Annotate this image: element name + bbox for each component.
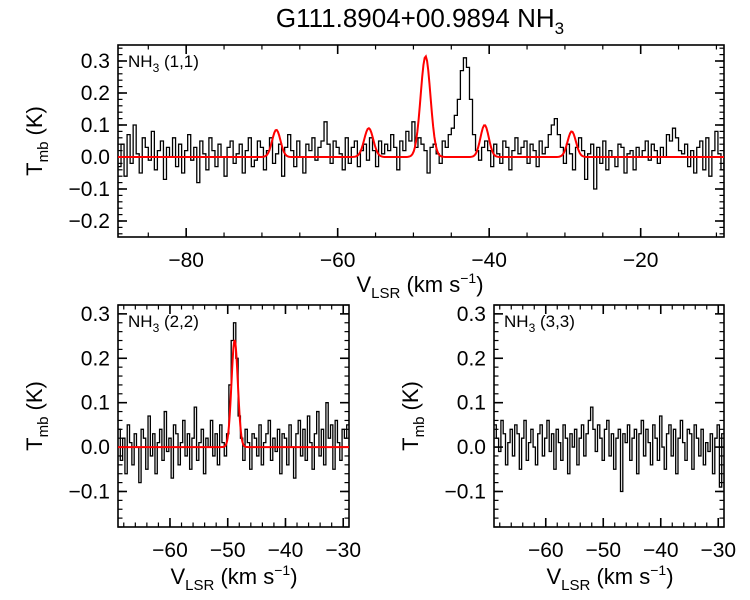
x-tick-label: −50 <box>585 539 621 562</box>
x-axis-label: VLSR (km s−1) <box>546 562 673 594</box>
x-tick-label: −40 <box>471 249 507 272</box>
spectrum-histogram <box>118 322 349 484</box>
y-axis-label: Tmb (K) <box>22 381 52 451</box>
y-tick-label: 0.1 <box>457 392 486 415</box>
panel-label: NH3 (2,2) <box>128 312 199 335</box>
panel-label: NH3 (1,1) <box>128 52 199 75</box>
y-axis-label: Tmb (K) <box>398 381 428 451</box>
y-tick-label: −0.1 <box>69 178 110 201</box>
x-tick-label: −30 <box>325 539 361 562</box>
y-tick-label: 0.0 <box>81 436 110 459</box>
x-tick-label: −60 <box>528 539 564 562</box>
panel-label: NH3 (3,3) <box>504 312 575 335</box>
spectrum-histogram <box>494 406 724 493</box>
x-tick-label: −30 <box>700 539 736 562</box>
svg-text:Tmb (K): Tmb (K) <box>398 381 428 451</box>
figure-title: G111.8904+00.9894 NH3 <box>276 3 564 38</box>
spectrum-histogram <box>118 57 724 190</box>
x-axis-label: VLSR (km s−1) <box>356 270 483 302</box>
x-axis-label: VLSR (km s−1) <box>170 562 297 594</box>
fit-curve <box>118 54 724 158</box>
y-tick-label: 0.1 <box>81 114 110 137</box>
panel-nh3-11: −80 −60 −40 −20 −0.2 −0.1 0.0 0.1 0.2 0.3 NH3 (1,1… <box>22 44 725 302</box>
y-tick-label: 0.2 <box>81 82 110 105</box>
x-tick-label: −20 <box>623 249 659 272</box>
x-tick-label: −60 <box>320 249 356 272</box>
plot-frame <box>493 304 725 528</box>
y-tick-label: 0.0 <box>457 436 486 459</box>
y-tick-label: −0.1 <box>69 480 110 503</box>
y-tick-label: 0.3 <box>457 303 486 326</box>
x-tick-label: −40 <box>643 539 679 562</box>
y-axis-label: Tmb (K) <box>22 106 52 176</box>
plot-frame <box>117 304 350 528</box>
y-tick-label: 0.2 <box>457 347 486 370</box>
x-tick-label: −80 <box>168 249 204 272</box>
svg-text:Tmb (K): Tmb (K) <box>22 106 52 176</box>
y-tick-label: 0.2 <box>81 347 110 370</box>
y-tick-label: −0.2 <box>69 210 110 233</box>
panel-nh3-33: −60 −50 −40 −30 −0.1 0.0 0.1 0.2 0.3 NH3 (3,3) VLS… <box>398 303 736 594</box>
y-tick-label: 0.0 <box>81 146 110 169</box>
y-tick-label: 0.3 <box>81 50 110 73</box>
y-tick-label: 0.1 <box>81 392 110 415</box>
x-tick-label: −60 <box>152 539 188 562</box>
x-tick-label: −50 <box>210 539 246 562</box>
fit-curve <box>118 339 349 449</box>
panel-nh3-22: −60 −50 −40 −30 −0.1 0.0 0.1 0.2 0.3 NH3 (2,2) VLS… <box>22 303 361 594</box>
y-tick-label: 0.3 <box>81 303 110 326</box>
x-tick-label: −40 <box>268 539 304 562</box>
y-tick-label: −0.1 <box>445 480 486 503</box>
svg-text:Tmb (K): Tmb (K) <box>22 381 52 451</box>
